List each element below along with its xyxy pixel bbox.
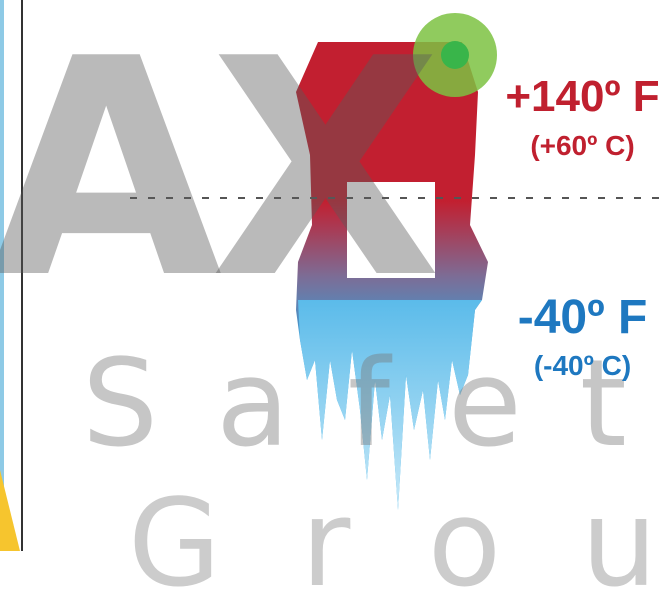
low-temp-celsius: (-40º C) xyxy=(533,350,632,381)
watermark-group: Group xyxy=(128,475,665,614)
watermark-letter-a: A xyxy=(0,0,223,344)
low-temp-fahrenheit: -40º F xyxy=(517,291,648,344)
high-temp-fahrenheit: +140º F xyxy=(505,72,660,121)
icicles xyxy=(298,300,482,510)
graphic-canvas xyxy=(0,0,665,551)
corner-accent xyxy=(0,470,20,551)
thermal-block xyxy=(296,42,488,510)
green-badge-inner xyxy=(441,41,469,69)
watermark-safety: Safety xyxy=(82,335,665,474)
watermark-letter-x: X xyxy=(210,0,442,344)
left-edge-stripe xyxy=(0,0,4,551)
high-temp-celsius: (+60º C) xyxy=(530,130,635,161)
